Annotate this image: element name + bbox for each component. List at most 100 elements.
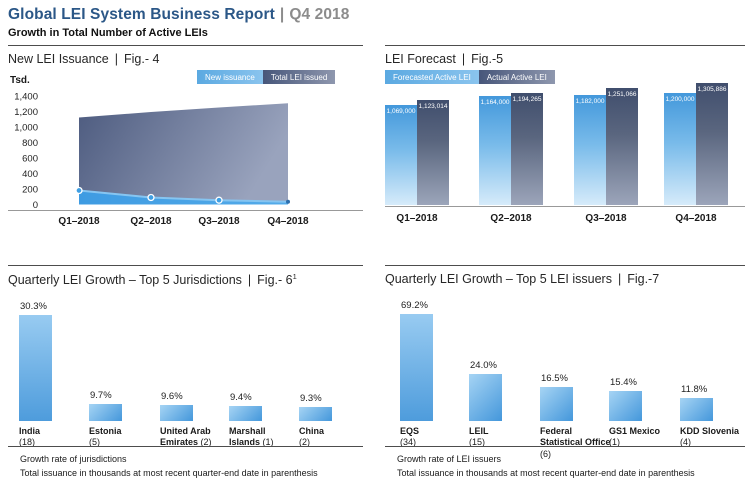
jurisdictions-bar-chart: 30.3% India (18) 9.7% Estonia (5) 9.6% United A… (8, 301, 363, 466)
category-name: Emirates (2) (160, 437, 212, 448)
bar-percent-label: 16.5% (541, 372, 568, 384)
bar-category-label: KDD Slovenia (4) (680, 426, 750, 449)
title-fig-separator: | (617, 272, 622, 286)
bar-category-label: United Arab Emirates (2) (160, 426, 252, 449)
footnote-line: Growth rate of jurisdictions (20, 454, 127, 464)
figure-footnote-marker: 1 (292, 272, 297, 281)
category-count: (1) (260, 437, 274, 448)
bar-percent-label: 9.3% (300, 392, 322, 404)
x-axis-label: Q1–2018 (58, 216, 100, 227)
issuers-bar-chart: 69.2% EQS (34) 24.0% LEIL (15) 16.5% Federal Sta… (385, 300, 745, 466)
report-subtitle: Growth in Total Number of Active LEIs (8, 27, 208, 39)
growth-bar (469, 373, 502, 421)
bar-category-label: Estonia (5) (89, 426, 181, 449)
panel-lei-forecast: LEI Forecast | Fig.-5 Forecasted Active LE… (385, 45, 745, 246)
forecast-bar-chart: 1,069,000 1,123,014 Q1–2018 1,164,000 1,194,… (385, 79, 745, 244)
growth-bar (89, 403, 122, 421)
category-count: (1) (609, 437, 620, 448)
bar-value-label: 1,069,000 (386, 108, 416, 116)
forecasted-active-lei-bar: 1,182,000 (574, 94, 606, 205)
bar-value-label: 1,194,265 (512, 96, 542, 104)
bar-category-label: Federal Statistical Office (6) (540, 426, 632, 461)
bar-percent-label: 9.7% (90, 389, 112, 401)
bar-category-label: EQS (34) (400, 426, 492, 449)
data-point-marker (75, 186, 83, 195)
x-axis-label: Q4–2018 (267, 216, 309, 227)
y-axis-tick-label: 1,000 (14, 123, 38, 134)
category-name: United Arab (160, 425, 211, 436)
bar-value-label: 1,251,066 (607, 91, 637, 99)
x-axis-label: Q3–2018 (198, 216, 240, 227)
bar-value-label: 1,200,000 (665, 95, 695, 103)
x-axis-label: Q2–2018 (490, 213, 532, 224)
x-axis-label: Q1–2018 (396, 213, 438, 224)
panel-top5-lei-issuers: Quarterly LEI Growth – Top 5 LEI issuers… (385, 265, 745, 480)
actual-active-lei-bar: 1,123,014 (417, 100, 449, 205)
figure-number: Fig.-7 (627, 272, 660, 286)
category-name: Federal (540, 425, 573, 436)
title-fig-separator: | (114, 52, 118, 66)
x-axis-line (385, 206, 745, 207)
x-axis-label: Q2–2018 (130, 216, 172, 227)
forecasted-active-lei-bar: 1,164,000 (479, 96, 511, 205)
y-axis-tick-label: 1,400 (14, 92, 38, 103)
category-name: GS1 Mexico (609, 425, 661, 436)
y-axis-unit-label: Tsd. (10, 75, 30, 86)
category-name: Estonia (89, 425, 122, 436)
bar-percent-label: 15.4% (610, 376, 637, 388)
category-count: (2) (198, 437, 212, 448)
growth-bar (299, 406, 332, 421)
report-header: Global LEI System Business Report | Q4 201… (8, 6, 349, 39)
panel-title: Quarterly LEI Growth – Top 5 Jurisdictio… (8, 272, 363, 287)
panel-title-text: New LEI Issuance (8, 52, 109, 66)
panel-footnote: Growth rate of jurisdictions Total issua… (20, 452, 318, 481)
bar-category-label: Marshall Islands (1) (229, 426, 321, 449)
bar-percent-label: 9.6% (161, 390, 183, 402)
chart-legend: New issuance Total LEI issued (197, 70, 336, 84)
y-axis-tick-label: 200 (22, 185, 38, 196)
figure-number: Fig.- 6 (257, 273, 293, 288)
bar-percent-label: 69.2% (401, 299, 428, 311)
x-axis-label: Q4–2018 (675, 213, 717, 224)
actual-active-lei-bar: 1,194,265 (511, 93, 543, 205)
bar-percent-label: 9.4% (230, 391, 252, 403)
panel-title: New LEI Issuance | Fig.- 4 (8, 52, 363, 66)
panel-title-text: Quarterly LEI Growth – Top 5 LEI issuers (385, 272, 612, 286)
bar-category-label: India (18) (19, 426, 111, 449)
actual-active-lei-bar: 1,251,066 (606, 88, 638, 205)
growth-bar (160, 404, 193, 421)
y-axis-tick-label: 1,200 (14, 107, 38, 118)
total-lei-issued-area (79, 103, 288, 205)
panel-top5-jurisdictions: Quarterly LEI Growth – Top 5 Jurisdictio… (8, 265, 363, 480)
category-name: KDD Slovenia (680, 425, 740, 436)
category-name: India (19, 425, 41, 436)
category-name: Statistical Office (540, 437, 611, 448)
bar-category-label: GS1 Mexico (1) (609, 426, 701, 449)
footnote-divider (8, 446, 363, 447)
y-axis-tick-label: 400 (22, 169, 38, 180)
category-count: (18) (19, 437, 36, 448)
issuance-area-chart: 1,400 1,200 1,000 800 600 400 200 0 Q1–2018 Q2–20… (8, 92, 363, 227)
growth-bar (540, 386, 573, 421)
report-title-row: Global LEI System Business Report | Q4 201… (8, 6, 349, 24)
category-name: LEIL (469, 425, 489, 436)
legend-item-forecasted-active-lei: Forecasted Active LEI (385, 70, 479, 84)
bar-percent-label: 24.0% (470, 359, 497, 371)
bar-percent-label: 11.8% (681, 383, 708, 395)
bar-category-label: China (2) (299, 426, 391, 449)
footnote-line: Total issuance in thousands at most rece… (397, 468, 695, 479)
data-point-marker (286, 199, 290, 204)
category-name: China (299, 425, 325, 436)
forecasted-active-lei-bar: 1,069,000 (385, 105, 417, 205)
category-name: Marshall (229, 425, 266, 436)
bar-category-label: LEIL (15) (469, 426, 561, 449)
legend-item-new-issuance: New issuance (197, 70, 263, 84)
y-axis-tick-label: 0 (33, 200, 38, 211)
data-point-marker (215, 196, 223, 204)
panel-title: LEI Forecast | Fig.-5 (385, 52, 745, 66)
panel-footnote: Growth rate of LEI issuers Total issuanc… (397, 452, 695, 481)
category-count: (4) (680, 437, 691, 448)
panel-title-text: LEI Forecast (385, 52, 456, 66)
category-count: (34) (400, 437, 417, 448)
report-title: Global LEI System Business Report (8, 6, 275, 23)
